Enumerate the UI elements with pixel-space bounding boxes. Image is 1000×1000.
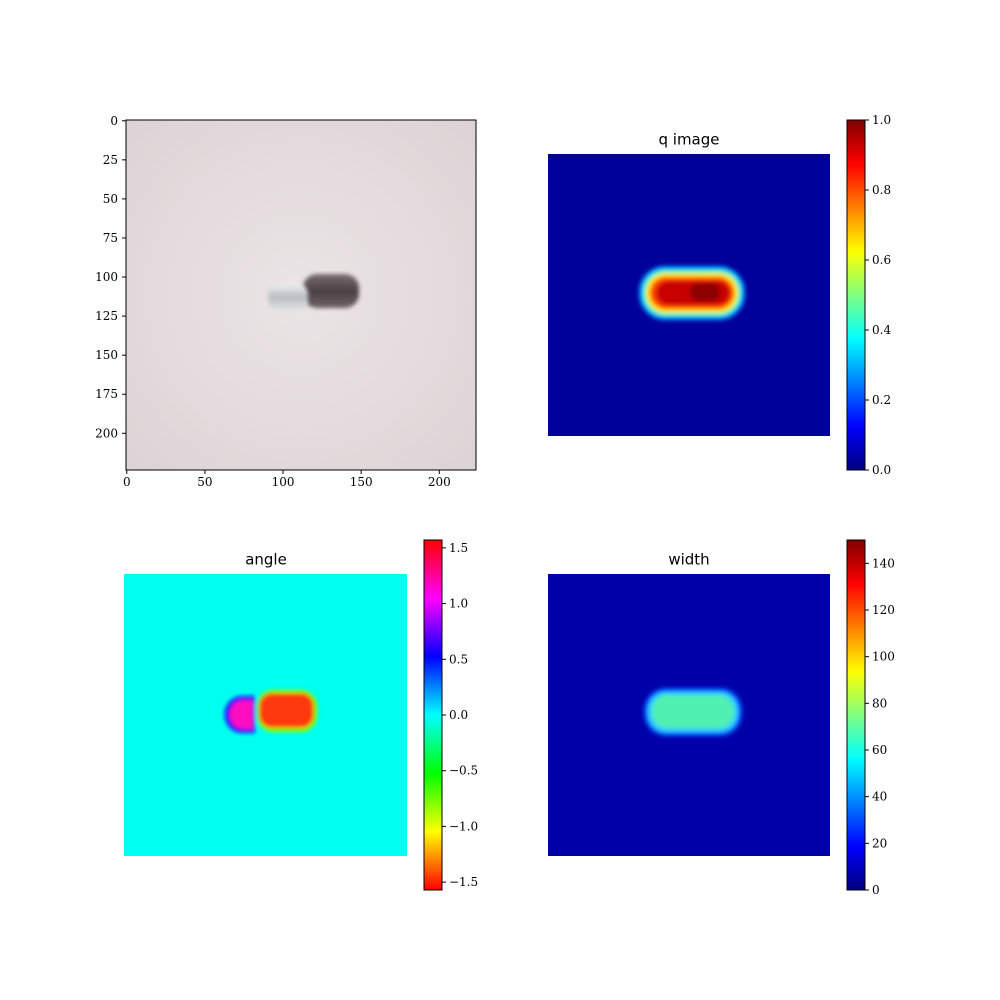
colorbar-tick-label: 0.8 [872,183,891,197]
angle-heatmap [124,574,407,856]
y-tick-label: 0 [110,114,118,128]
colorbar-tick-label: −0.5 [449,764,478,778]
q-heatmap [548,154,830,436]
x-tick-label: 50 [197,475,212,489]
colorbar-tick-label: 100 [872,650,895,664]
colorbar [423,539,443,891]
colorbar-tick-label: 120 [872,603,895,617]
colorbar-tick-label: 1.0 [872,113,891,127]
colorbar-tick-label: 20 [872,836,887,850]
colorbar-tick-label: 0 [872,883,880,897]
y-tick-label: 50 [103,192,118,206]
rgb-image [125,119,477,471]
panel-title: angle [245,551,287,569]
colorbar [846,119,866,471]
colorbar-tick-label: 0.6 [872,253,891,267]
colorbar [846,539,866,891]
colorbar-tick-label: 0.5 [449,652,468,666]
x-tick-label: 100 [272,475,295,489]
panel-title: width [668,551,709,569]
y-tick-label: 125 [95,309,118,323]
colorbar-tick-label: 0.0 [872,463,891,477]
colorbar-tick-label: 1.0 [449,597,468,611]
colorbar-tick-label: 60 [872,743,887,757]
colorbar-tick-label: 0.0 [449,708,468,722]
colorbar-tick-label: 80 [872,696,887,710]
colorbar-tick-label: 1.5 [449,541,468,555]
panel-title: q image [658,131,719,149]
y-tick-label: 150 [95,348,118,362]
y-tick-label: 200 [95,426,118,440]
y-tick-label: 75 [103,231,118,245]
y-tick-label: 175 [95,387,118,401]
x-tick-label: 0 [123,475,131,489]
colorbar-tick-label: −1.0 [449,819,478,833]
x-tick-label: 200 [428,475,451,489]
width-heatmap [548,574,830,856]
colorbar-tick-label: 0.2 [872,393,891,407]
y-tick-label: 100 [95,270,118,284]
colorbar-tick-label: 0.4 [872,323,891,337]
x-tick-label: 150 [350,475,373,489]
y-tick-label: 25 [103,153,118,167]
colorbar-tick-label: 40 [872,790,887,804]
colorbar-tick-label: −1.5 [449,875,478,889]
colorbar-tick-label: 140 [872,556,895,570]
